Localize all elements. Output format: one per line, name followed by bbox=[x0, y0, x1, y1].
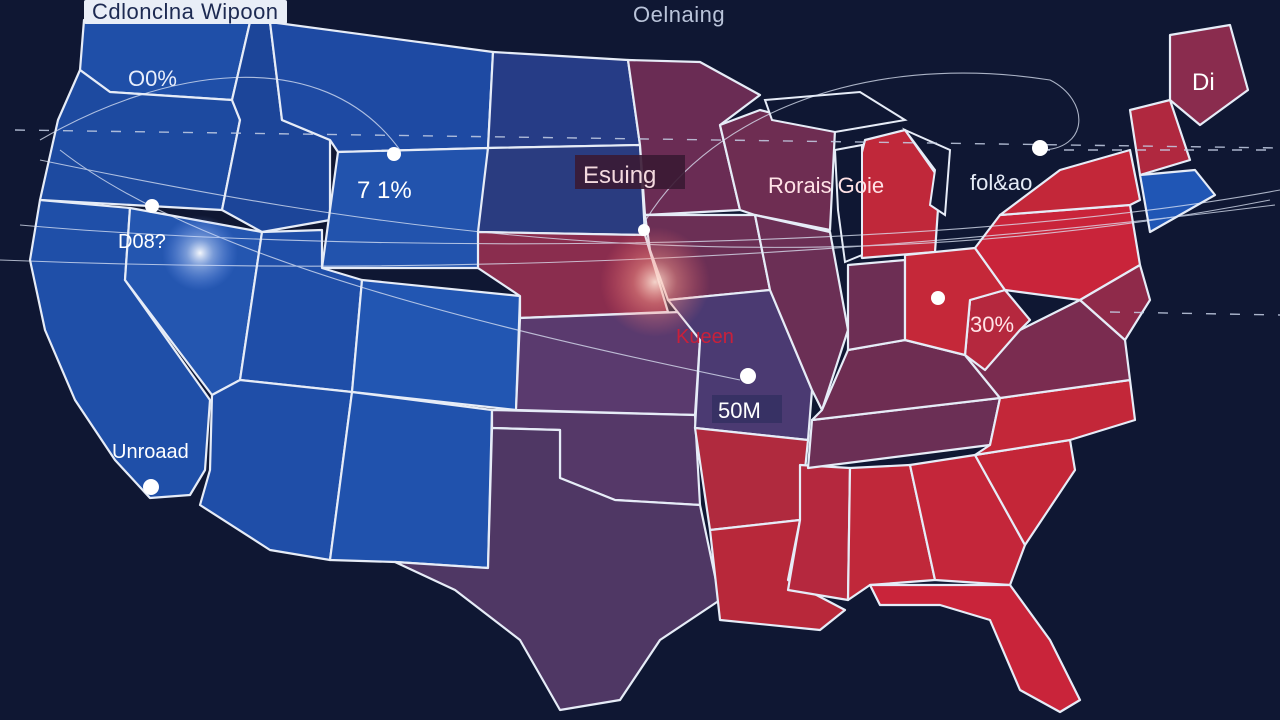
great-lakes bbox=[763, 90, 952, 264]
label-northeast: fol&ao bbox=[970, 170, 1032, 195]
state-georgia bbox=[908, 453, 1027, 587]
marker-dot bbox=[1032, 140, 1048, 156]
label-box-plains bbox=[575, 155, 685, 189]
label-pacific-nw: O0% bbox=[128, 66, 177, 91]
map-title-center: Oelnaing bbox=[633, 2, 726, 27]
glow-hotspot-central bbox=[600, 227, 710, 337]
state-alabama bbox=[846, 463, 937, 602]
state-new-york bbox=[998, 148, 1142, 217]
lake-huron bbox=[901, 127, 952, 217]
label-missouri: 50M bbox=[718, 398, 761, 423]
state-massachusetts bbox=[1138, 168, 1217, 234]
region-west bbox=[28, 18, 522, 570]
state-wyoming bbox=[320, 146, 490, 270]
state-florida bbox=[868, 583, 1082, 714]
state-indiana bbox=[846, 258, 907, 352]
dashed-routes bbox=[14, 129, 1280, 316]
state-maine bbox=[1168, 23, 1250, 127]
lake-superior bbox=[763, 90, 908, 134]
state-arkansas bbox=[693, 426, 810, 532]
state-mississippi bbox=[786, 463, 852, 602]
label-mountain: 7 1% bbox=[357, 177, 412, 204]
state-colorado bbox=[350, 278, 522, 412]
state-vermont-nh bbox=[1128, 98, 1192, 177]
state-new-mexico bbox=[328, 390, 494, 570]
marker-dot bbox=[931, 291, 945, 305]
label-plains: Esuing bbox=[583, 162, 656, 189]
marker-dot bbox=[387, 147, 401, 161]
marker-dot bbox=[145, 199, 159, 213]
state-wisconsin bbox=[718, 108, 837, 232]
label-box-missouri bbox=[712, 395, 782, 423]
state-nj-de-md bbox=[1078, 263, 1152, 342]
label-ohio-valley: 30% bbox=[970, 312, 1014, 337]
state-texas bbox=[393, 426, 722, 712]
state-north-dakota bbox=[486, 50, 642, 150]
label-sierra: D08? bbox=[118, 231, 166, 253]
marker-dot bbox=[740, 368, 756, 384]
state-arizona bbox=[198, 378, 354, 562]
glow-hotspot-west bbox=[162, 215, 238, 291]
label-great-lakes: Rorais Goie bbox=[768, 173, 884, 198]
map-labels: O0% 7 1% D08? Unroaad Esuing Rorais Goie… bbox=[112, 66, 1215, 463]
marker-dot bbox=[638, 224, 650, 236]
label-southwest: Unroaad bbox=[112, 441, 189, 463]
connection-arcs bbox=[0, 72, 1280, 381]
lake-michigan bbox=[833, 143, 863, 264]
marker-dot bbox=[143, 479, 159, 495]
map-title-left: Cdlonclna Wipoon bbox=[84, 0, 287, 24]
label-kansas: Kueen bbox=[676, 326, 734, 348]
city-markers bbox=[143, 140, 1048, 495]
label-new-england: Di bbox=[1192, 69, 1215, 96]
